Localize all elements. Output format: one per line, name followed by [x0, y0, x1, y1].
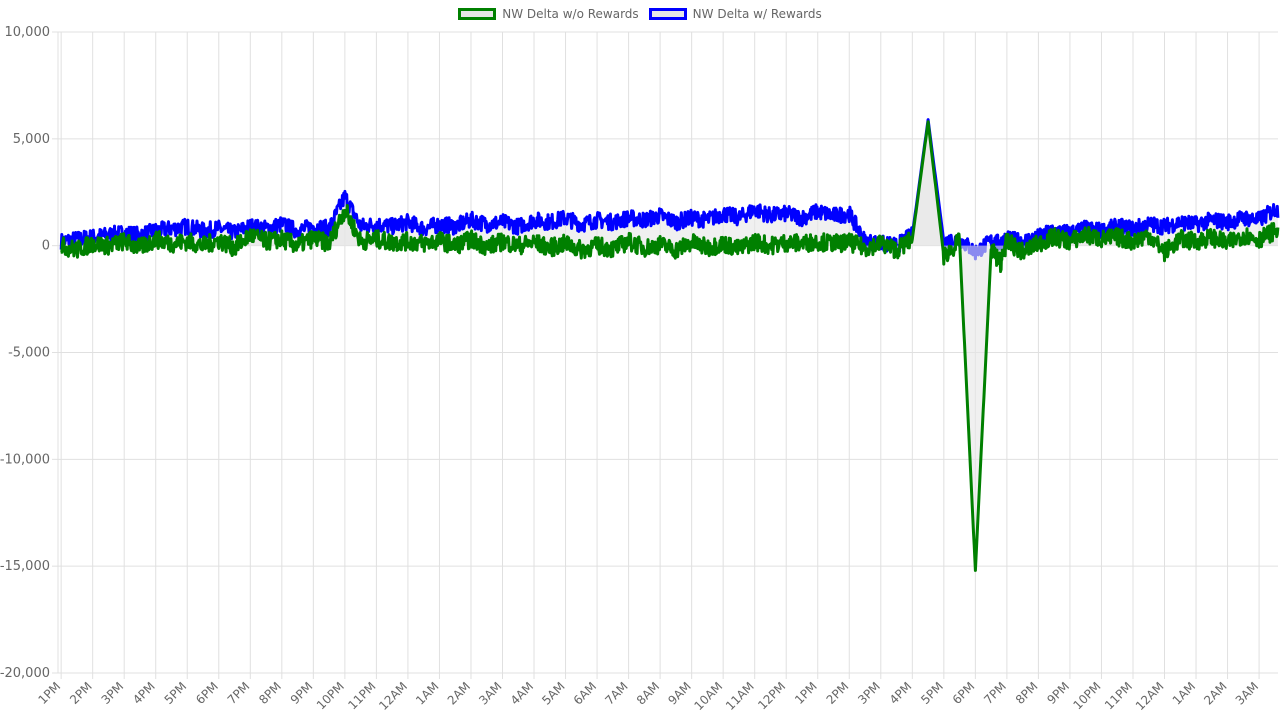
y-tick-label: -5,000	[8, 346, 50, 361]
x-tick-label: 8AM	[634, 679, 662, 707]
x-tick-label: 6PM	[950, 679, 978, 707]
legend-swatch-blue	[648, 8, 687, 20]
x-tick-label: 6PM	[193, 679, 221, 707]
x-tick-label: 1AM	[1170, 679, 1198, 707]
x-tick-label: 10AM	[691, 679, 725, 713]
x-tick-label: 12AM	[1133, 679, 1167, 713]
x-tick-label: 9PM	[288, 679, 316, 707]
x-tick-label: 2PM	[67, 679, 95, 707]
x-tick-label: 6AM	[571, 679, 599, 707]
x-tick-label: 2PM	[824, 679, 852, 707]
x-tick-label: 11PM	[345, 679, 378, 712]
x-tick-label: 4PM	[130, 679, 158, 707]
x-tick-label: 9AM	[665, 679, 693, 707]
x-tick-label: 1PM	[792, 679, 820, 707]
x-tick-label: 5AM	[539, 679, 567, 707]
legend-label-without-rewards: NW Delta w/o Rewards	[502, 7, 639, 21]
x-tick-label: 3PM	[99, 679, 127, 707]
series-layer	[59, 118, 1280, 572]
x-tick-label: 7PM	[225, 679, 253, 707]
y-axis-ticks: 10,000 5,000 0 -5,000 -10,000 -15,000 -20,000	[0, 25, 50, 681]
x-tick-label: 8PM	[256, 679, 284, 707]
x-tick-label: 3AM	[476, 679, 504, 707]
legend-swatch-green	[458, 8, 497, 20]
x-tick-label: 3AM	[1233, 679, 1261, 707]
x-tick-label: 5PM	[162, 679, 190, 707]
x-tick-label: 7AM	[602, 679, 630, 707]
x-tick-label: 4AM	[508, 679, 536, 707]
x-tick-label: 3PM	[855, 679, 883, 707]
grid-lines	[52, 31, 1278, 679]
x-tick-label: 11PM	[1102, 679, 1135, 712]
x-tick-label: 12AM	[376, 679, 410, 713]
y-tick-label: -10,000	[0, 452, 50, 467]
x-tick-label: 4PM	[887, 679, 915, 707]
legend-item-without-rewards[interactable]: NW Delta w/o Rewards	[458, 7, 639, 21]
legend-item-with-rewards[interactable]: NW Delta w/ Rewards	[648, 7, 822, 21]
legend-label-with-rewards: NW Delta w/ Rewards	[692, 7, 822, 21]
x-tick-label: 10PM	[314, 679, 347, 712]
y-tick-label: 10,000	[5, 25, 51, 40]
x-tick-label: 2AM	[445, 679, 473, 707]
x-tick-label: 8PM	[1013, 679, 1041, 707]
y-tick-label: 5,000	[13, 132, 50, 147]
x-tick-label: 1AM	[413, 679, 441, 707]
x-tick-label: 1PM	[36, 679, 64, 707]
y-tick-label: -15,000	[0, 559, 50, 574]
x-tick-label: 5PM	[918, 679, 946, 707]
y-tick-label: -20,000	[0, 666, 50, 681]
legend: NW Delta w/o Rewards NW Delta w/ Rewards	[0, 7, 1280, 21]
x-tick-label: 12PM	[755, 679, 788, 712]
series-area-without-rewards	[61, 121, 1278, 571]
x-tick-label: 7PM	[981, 679, 1009, 707]
x-tick-label: 10PM	[1070, 679, 1103, 712]
x-tick-label: 9PM	[1044, 679, 1072, 707]
series-line-without-rewards	[60, 120, 1280, 572]
y-tick-label: 0	[42, 239, 50, 254]
x-tick-label: 11AM	[723, 679, 757, 713]
x-tick-label: 2AM	[1201, 679, 1229, 707]
